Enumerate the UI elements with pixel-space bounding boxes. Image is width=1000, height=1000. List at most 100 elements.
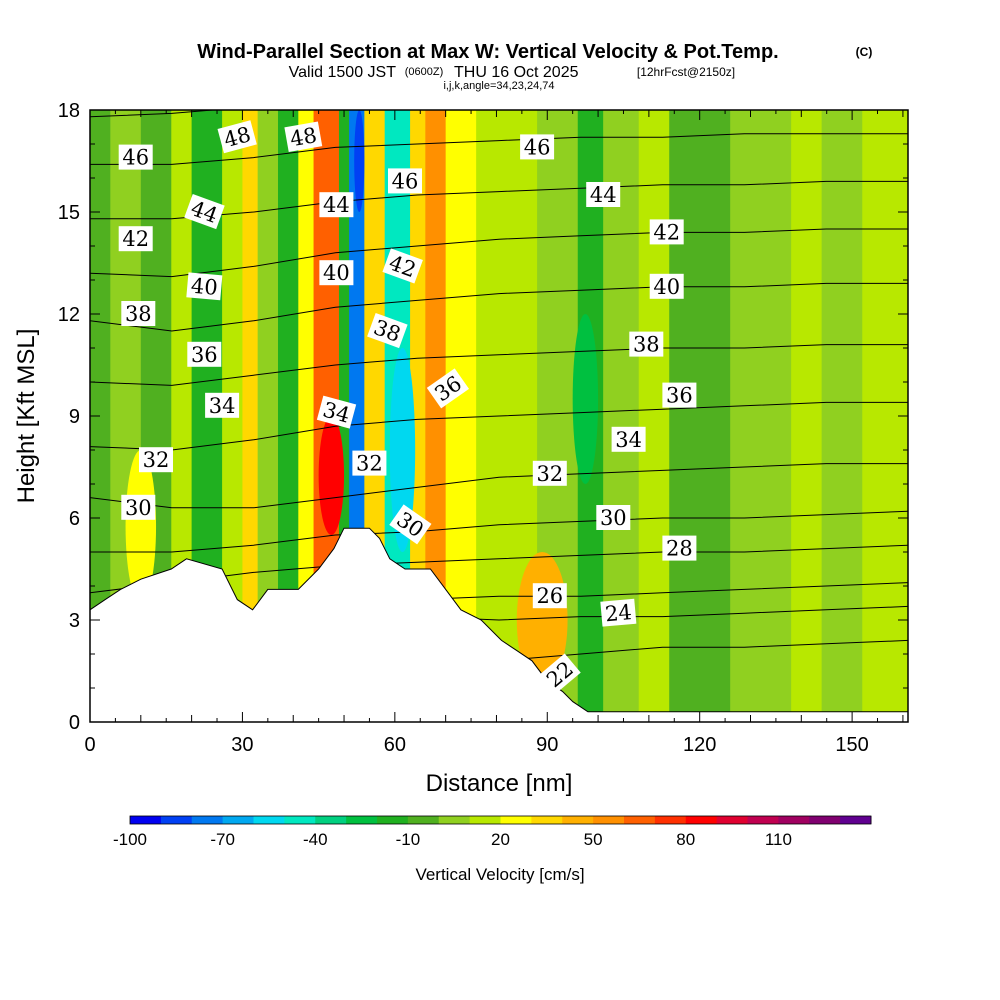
contour-label-bg [389, 504, 432, 545]
contour-label-16: 38 [629, 331, 664, 357]
colorbar-swatch-16 [624, 816, 656, 824]
w-cell-4 [572, 314, 599, 484]
contour-label-4: 46 [520, 134, 555, 160]
colorbar-swatch-17 [654, 816, 687, 824]
contour-label-text: 44 [590, 183, 617, 207]
subtitle-indices: i,j,k,angle=34,23,24,74 [443, 80, 554, 92]
colorbar-swatch-8 [377, 816, 409, 824]
contour-label-bg [118, 144, 153, 170]
contour-label-15: 38 [367, 312, 408, 349]
contour-label-3: 46 [388, 168, 422, 194]
contour-label-bg [186, 272, 223, 301]
colorbar-swatch-22 [809, 816, 841, 824]
contour-label-text: 30 [125, 496, 152, 520]
contour-label-bg [118, 226, 153, 252]
theta-isoline-38 [90, 282, 908, 332]
theta-isoline-44 [90, 133, 908, 165]
contour-label-21: 34 [316, 395, 357, 429]
contour-label-text: 34 [615, 428, 642, 452]
colorbar-swatch-18 [685, 816, 718, 824]
w-band-6 [242, 110, 259, 722]
subtitle-date: THU 16 Oct 2025 [454, 64, 579, 81]
contour-label-31: 24 [600, 598, 637, 627]
subtitle-utc: (0600Z) [405, 66, 444, 78]
contour-label-10: 42 [649, 219, 684, 245]
w-band-9 [298, 110, 315, 722]
w-band-22 [638, 110, 670, 722]
colorbar-frame [129, 815, 872, 825]
colorbar-swatch-12 [500, 816, 532, 824]
contour-label-bg [184, 193, 225, 230]
subtitle-forecast: [12hrFcst@2150z] [637, 65, 735, 79]
contour-label-bg [532, 460, 567, 486]
contour-label-text: 34 [209, 394, 236, 418]
colorbar-swatch-10 [438, 816, 471, 824]
colorbar-tick-label: 80 [676, 830, 695, 849]
colorbar-swatch-3 [222, 816, 254, 824]
x-tick-label: 60 [384, 734, 406, 756]
contour-label-bg [629, 331, 664, 357]
colorbar-swatch-5 [284, 816, 316, 824]
contour-label-bg [532, 583, 567, 609]
contour-label-17: 36 [187, 341, 222, 367]
colorbar-tick-label: 50 [584, 830, 603, 849]
contour-label-text: 46 [122, 146, 149, 170]
contour-label-bg [217, 120, 257, 154]
y-axis-label: Height [Kft MSL] [13, 329, 40, 504]
contour-label-30: 26 [532, 583, 567, 609]
contour-label-bg [121, 301, 156, 326]
contour-label-bg [382, 248, 423, 284]
contour-label-text: 40 [653, 275, 680, 299]
contour-label-bg [662, 382, 697, 408]
x-tick-label: 90 [536, 734, 558, 756]
theta-isoline-28 [90, 544, 908, 594]
contour-label-26: 30 [121, 494, 156, 520]
theta-isoline-32 [90, 463, 908, 509]
contour-label-28: 30 [596, 505, 631, 530]
contour-label-22: 34 [611, 426, 646, 452]
w-band-24 [730, 110, 792, 722]
contour-label-27: 30 [389, 504, 432, 545]
y-tick-label: 15 [58, 202, 80, 224]
y-tick-label: 12 [58, 304, 80, 326]
contour-label-29: 28 [662, 535, 697, 561]
contour-label-bg [139, 447, 173, 473]
contour-label-text: 28 [666, 537, 693, 561]
colorbar-tick-label: -70 [210, 830, 235, 849]
contour-label-text: 38 [633, 333, 660, 357]
contour-label-bg [596, 505, 631, 530]
contour-label-text: 32 [143, 448, 170, 472]
x-tick-label: 0 [84, 734, 95, 756]
contour-label-8: 42 [118, 226, 153, 252]
contour-label-bg [316, 395, 357, 429]
y-tick-label: 0 [69, 712, 80, 734]
theta-isoline-36 [90, 344, 908, 386]
contour-label-7: 44 [586, 182, 621, 207]
contour-label-bg [205, 392, 240, 418]
contour-label-text: 32 [356, 452, 383, 476]
theta-isoline-34 [90, 401, 908, 451]
colorbar-swatch-7 [346, 816, 378, 824]
x-tick-label: 30 [231, 734, 253, 756]
contour-label-24: 32 [352, 450, 387, 476]
colorbar-swatch-4 [253, 816, 285, 824]
y-tick-label: 3 [69, 610, 80, 632]
contour-label-text: 42 [653, 220, 680, 244]
colorbar-swatch-6 [315, 816, 347, 824]
contour-label-bg [600, 598, 637, 627]
colorbar-tick-label: 20 [491, 830, 510, 849]
w-cell-0 [318, 416, 345, 535]
contour-label-bg [649, 273, 684, 299]
contour-label-text: 42 [122, 227, 149, 251]
w-cell-2 [389, 348, 416, 552]
colorbar-tick-label: -100 [113, 830, 147, 849]
contour-label-1: 48 [284, 121, 323, 152]
x-tick-label: 120 [683, 734, 716, 756]
contour-label-14: 38 [121, 301, 156, 326]
chart-title: Wind-Parallel Section at Max W: Vertical… [197, 41, 778, 63]
contour-label-13: 40 [649, 273, 684, 299]
colorbar-swatch-1 [160, 816, 193, 824]
colorbar-swatch-23 [840, 816, 872, 824]
